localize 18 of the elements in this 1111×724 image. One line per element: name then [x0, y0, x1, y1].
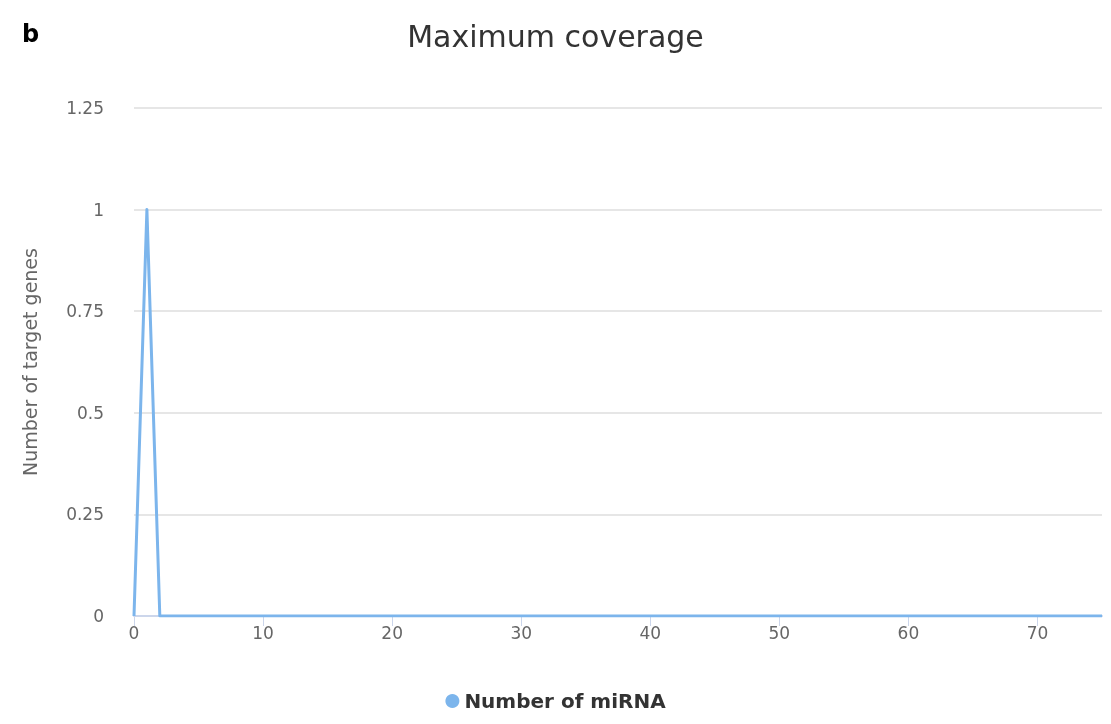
x-tick-label: 50: [768, 622, 791, 643]
chart-title: Maximum coverage: [407, 18, 704, 54]
legend-label: Number of miRNA: [464, 689, 667, 713]
x-tick-label: 40: [639, 622, 662, 643]
y-axis-title: Number of target genes: [18, 248, 41, 476]
x-tick-label: 70: [1026, 622, 1049, 643]
y-tick-label: 0.25: [66, 504, 104, 525]
text: b: [22, 20, 40, 48]
x-tick-label: 20: [381, 622, 403, 643]
x-tick-label: 0: [128, 622, 140, 643]
y-tick-label: 1.25: [66, 98, 104, 118]
y-tick-label: 0.5: [76, 402, 104, 423]
x-tick-label: 30: [510, 622, 533, 643]
y-tick-label: 1: [93, 199, 104, 220]
y-tick-label: 0.75: [66, 301, 104, 322]
y-tick-label: 0: [93, 606, 104, 626]
x-tick-label: 60: [897, 622, 920, 643]
x-tick-label: 10: [252, 622, 274, 643]
